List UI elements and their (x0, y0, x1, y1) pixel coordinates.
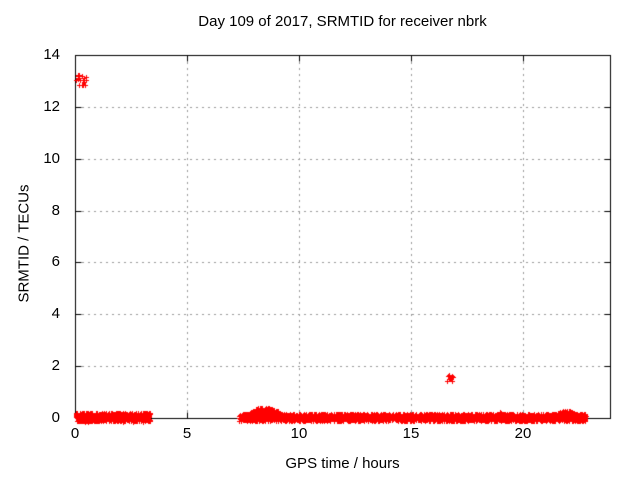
y-tick-label: 8 (51, 202, 60, 219)
x-axis-label: GPS time / hours (285, 455, 400, 472)
x-tick-label: 15 (402, 425, 420, 442)
y-tick-label: 10 (43, 150, 60, 167)
x-tick-label: 10 (290, 425, 308, 442)
x-tick-label: 5 (182, 425, 192, 442)
y-tick-label: 4 (51, 305, 60, 322)
y-tick-label: 2 (51, 357, 60, 374)
chart-title: Day 109 of 2017, SRMTID for receiver nbr… (198, 13, 487, 30)
y-tick-label: 0 (51, 409, 60, 426)
x-tick-label: 20 (514, 425, 532, 442)
y-tick-label: 12 (43, 98, 60, 115)
x-tick-label: 0 (70, 425, 80, 442)
y-tick-label: 14 (43, 46, 60, 63)
y-tick-label: 6 (51, 253, 60, 270)
